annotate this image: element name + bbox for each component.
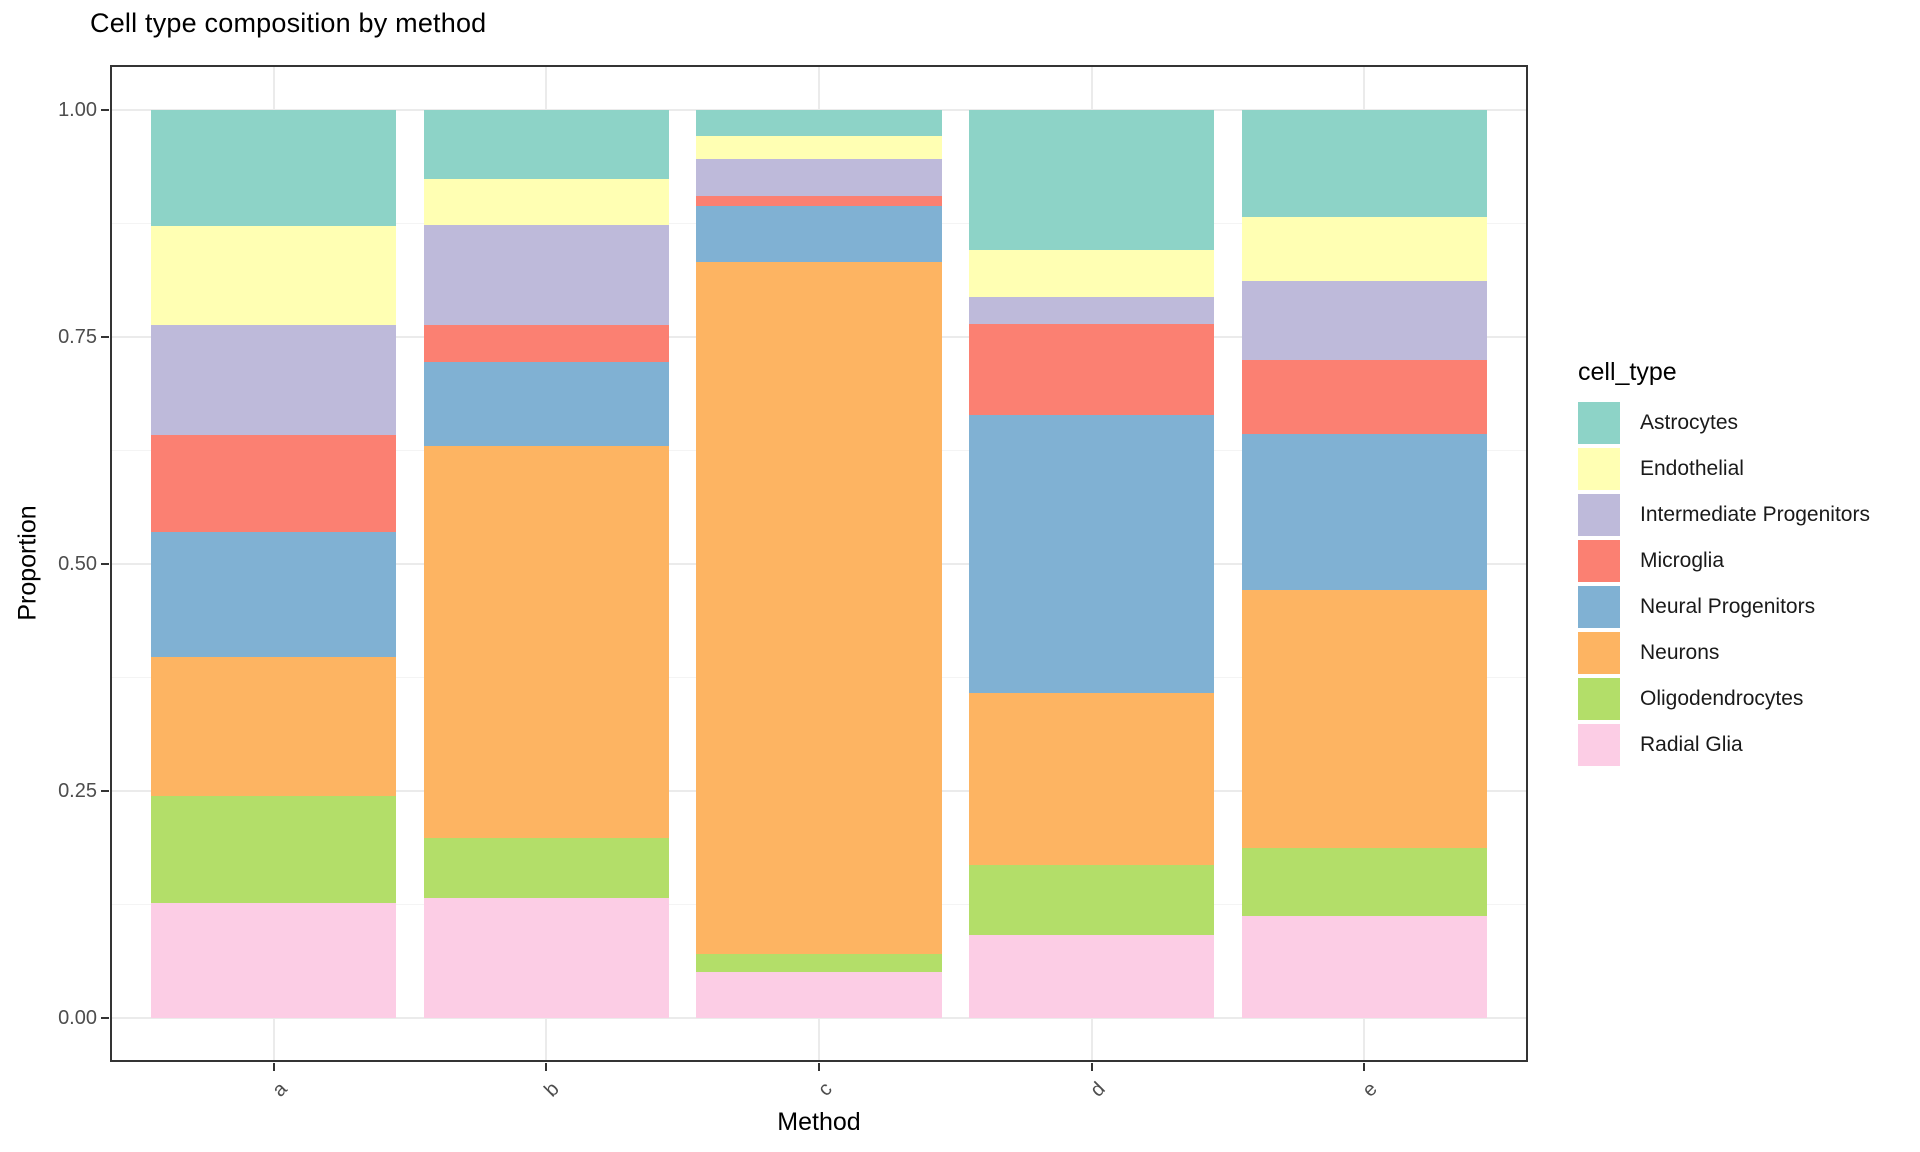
bar-segment-c-endothelial [696, 136, 942, 160]
legend-key-swatch [1578, 540, 1620, 582]
plot-panel [110, 65, 1528, 1062]
legend-items: Astrocytes Endothelial Intermediate Progen… [1578, 402, 1870, 766]
bar-segment-b-neurons [423, 445, 670, 839]
plot-panel-inner [112, 67, 1526, 1060]
legend-item-neurons: Neurons [1578, 632, 1870, 674]
bar-segment-a-oligodendrocytes [150, 795, 397, 903]
legend-item-microglia: Microglia [1578, 540, 1870, 582]
x-tick-mark [1090, 1063, 1093, 1071]
x-tick-mark [1363, 1063, 1366, 1071]
bar-segment-e-neurons [1241, 590, 1488, 849]
bar-segment-d-endothelial [968, 249, 1215, 298]
y-tick-label: 0.25 [58, 780, 97, 802]
bar-segment-d-oligodendrocytes [968, 865, 1215, 936]
bar-segment-b-endothelial [423, 179, 670, 226]
legend-item-label: Intermediate Progenitors [1640, 503, 1870, 526]
legend-item-intermediate-progenitors: Intermediate Progenitors [1578, 494, 1870, 536]
bar-segment-d-microglia [968, 324, 1215, 416]
legend-key-swatch [1578, 402, 1620, 444]
bar-segment-d-astrocytes [968, 110, 1215, 250]
bar-segment-e-astrocytes [1241, 110, 1488, 218]
bar-segment-c-intermediate-progenitors [696, 159, 942, 197]
x-tick-label-a: a [267, 1078, 292, 1102]
legend-item-label: Neural Progenitors [1640, 595, 1816, 618]
bar-segment-a-radial-glia [150, 902, 397, 1018]
y-tick-mark [101, 1017, 109, 1019]
x-tick-mark [272, 1063, 275, 1071]
legend-item-label: Radial Glia [1640, 733, 1743, 756]
bar-segment-b-radial-glia [423, 898, 670, 1018]
legend-key-swatch [1578, 724, 1620, 766]
bar-segment-b-oligodendrocytes [423, 838, 670, 899]
bar-segment-c-microglia [696, 196, 942, 207]
legend-item-radial-glia: Radial Glia [1578, 724, 1870, 766]
bar-segment-b-intermediate-progenitors [423, 225, 670, 326]
legend-item-oligodendrocytes: Oligodendrocytes [1578, 678, 1870, 720]
y-tick-label: 1.00 [58, 99, 97, 121]
bar-segment-b-neural-progenitors [423, 361, 670, 446]
bar-segment-e-intermediate-progenitors [1241, 280, 1488, 360]
x-axis-title: Method [777, 1108, 861, 1136]
y-tick-mark [101, 790, 109, 792]
y-tick-mark [101, 109, 109, 111]
legend-item-label: Astrocytes [1640, 411, 1739, 434]
bar-segment-c-radial-glia [696, 971, 942, 1018]
legend-item-neural-progenitors: Neural Progenitors [1578, 586, 1870, 628]
legend-item-label: Endothelial [1640, 457, 1744, 480]
legend: cell_type Astrocytes Endothelial Intermedi… [1578, 356, 1870, 770]
bar-segment-a-microglia [150, 435, 397, 533]
bar-segment-d-neural-progenitors [968, 415, 1215, 693]
legend-item-astrocytes: Astrocytes [1578, 402, 1870, 444]
bar-segment-b-astrocytes [423, 110, 670, 179]
y-tick-label: 0.50 [58, 553, 97, 575]
bar-segment-e-neural-progenitors [1241, 434, 1488, 591]
y-tick-mark [101, 336, 109, 338]
legend-item-label: Oligodendrocytes [1640, 687, 1804, 710]
x-tick-mark [545, 1063, 548, 1071]
bar-segment-e-endothelial [1241, 217, 1488, 281]
legend-item-label: Neurons [1640, 641, 1720, 664]
bar-segment-d-radial-glia [968, 935, 1215, 1018]
y-tick-label: 0.75 [58, 326, 97, 348]
y-tick-label: 0.00 [58, 1007, 97, 1029]
bar-segment-e-oligodendrocytes [1241, 848, 1488, 917]
bar-segment-e-microglia [1241, 359, 1488, 435]
legend-key-swatch [1578, 494, 1620, 536]
x-tick-label-c: c [813, 1078, 837, 1101]
bar-segment-c-oligodendrocytes [696, 953, 942, 972]
bar-segment-a-intermediate-progenitors [150, 325, 397, 436]
legend-title: cell_type [1578, 358, 1677, 386]
x-tick-label-b: b [540, 1078, 564, 1102]
legend-key-swatch [1578, 632, 1620, 674]
legend-item-label: Microglia [1640, 549, 1725, 572]
bar-segment-d-intermediate-progenitors [968, 297, 1215, 325]
bar-segment-d-neurons [968, 692, 1215, 866]
bar-segment-e-radial-glia [1241, 916, 1488, 1018]
bar-segment-c-neural-progenitors [696, 206, 942, 262]
bar-segment-a-neurons [150, 656, 397, 796]
bar-segment-a-neural-progenitors [150, 532, 397, 657]
legend-item-endothelial: Endothelial [1578, 448, 1870, 490]
legend-key-swatch [1578, 678, 1620, 720]
bar-segment-c-neurons [696, 261, 942, 954]
legend-key-swatch [1578, 448, 1620, 490]
plot-title: Cell type composition by method [90, 8, 487, 38]
y-tick-mark [101, 563, 109, 565]
bar-segment-a-astrocytes [150, 110, 397, 227]
bar-segment-b-microglia [423, 325, 670, 362]
bar-segment-a-endothelial [150, 226, 397, 326]
x-tick-label-e: e [1358, 1078, 1382, 1102]
legend-key-swatch [1578, 586, 1620, 628]
x-tick-mark [818, 1063, 820, 1071]
bar-segment-c-astrocytes [696, 110, 942, 137]
y-axis-title: Proportion [13, 505, 42, 621]
x-tick-label-d: d [1085, 1078, 1110, 1102]
